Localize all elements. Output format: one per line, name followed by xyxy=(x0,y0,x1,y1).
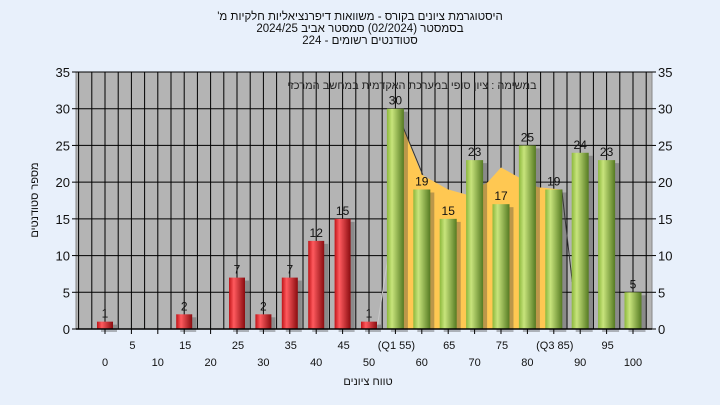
y-tick-label-left: 10 xyxy=(56,249,70,264)
bar-pass xyxy=(571,152,589,329)
bar-fail xyxy=(361,321,377,329)
y-axis-label: מספר סטודנטים xyxy=(29,162,41,237)
bar-fail xyxy=(97,321,113,329)
trend-tail-line xyxy=(561,189,573,283)
bar-fail xyxy=(308,240,325,329)
y-tick-label-left: 5 xyxy=(63,285,70,300)
y-tick-label-left: 35 xyxy=(56,65,70,80)
x-tick-label: 60 xyxy=(416,357,428,369)
x-tick-label: 25 xyxy=(232,340,244,352)
x-tick-label: 30 xyxy=(257,357,269,369)
bar-value-label: 12 xyxy=(310,226,324,240)
y-tick-label-left: 25 xyxy=(56,138,70,153)
y-tick-label-left: 15 xyxy=(56,212,70,227)
x-tick-label: 90 xyxy=(574,357,586,369)
x-tick-label: 50 xyxy=(363,357,375,369)
bar-fail xyxy=(334,218,351,329)
bar-value-label: 30 xyxy=(389,94,403,108)
chart-title-line-1: היסטוגרמת ציונים בקורס - משוואות דיפרנצי… xyxy=(217,11,503,23)
y-tick-label-right: 20 xyxy=(658,175,672,190)
bar-value-label: 24 xyxy=(574,138,588,152)
bar-value-label: 2 xyxy=(181,299,188,313)
x-tick-label: 75 xyxy=(496,340,508,352)
bar-value-label: 17 xyxy=(494,189,508,203)
bar-value-label: 23 xyxy=(600,145,614,159)
bar-pass xyxy=(439,218,457,329)
bar-value-label: 2 xyxy=(260,299,267,313)
bar-pass xyxy=(545,189,563,329)
bar-value-label: 15 xyxy=(442,204,456,218)
x-tick-label: 100 xyxy=(624,357,642,369)
x-tick-label: 70 xyxy=(468,357,480,369)
bar-value-label: 25 xyxy=(521,130,535,144)
y-tick-label-right: 30 xyxy=(658,102,672,117)
bar-value-label: 23 xyxy=(468,145,482,159)
bar-fail xyxy=(176,314,193,329)
bar-pass xyxy=(598,160,616,329)
chart-title-line-2: בסמסטר (02/2024) סמסטר אביב 2024/25 xyxy=(256,23,464,35)
bar-value-label: 19 xyxy=(415,174,429,188)
bar-fail xyxy=(255,314,272,329)
bar-pass xyxy=(492,204,510,329)
x-tick-label: 65 xyxy=(443,340,455,352)
bar-pass xyxy=(413,189,431,329)
y-tick-label-right: 0 xyxy=(658,322,665,337)
x-tick-label: 0 xyxy=(102,357,108,369)
x-tick-label: 80 xyxy=(521,357,533,369)
bar-value-label: 15 xyxy=(336,204,350,218)
y-tick-label-right: 10 xyxy=(658,249,672,264)
y-tick-label-left: 0 xyxy=(63,322,70,337)
bar-pass xyxy=(518,145,536,329)
bar-value-label: 5 xyxy=(630,277,637,291)
x-axis-label: טווח ציונים xyxy=(343,376,392,388)
bar-value-label: 19 xyxy=(547,174,561,188)
x-tick-label: (Q1 55) xyxy=(378,340,415,352)
bar-value-label: 1 xyxy=(366,307,373,321)
x-tick-label: 15 xyxy=(179,340,191,352)
bar-pass xyxy=(624,292,642,329)
bar-value-label: 7 xyxy=(234,263,241,277)
y-tick-label-right: 15 xyxy=(658,212,672,227)
x-tick-label: 20 xyxy=(204,357,216,369)
x-tick-label: 95 xyxy=(601,340,613,352)
x-tick-label: 40 xyxy=(310,357,322,369)
y-tick-label-right: 35 xyxy=(658,65,672,80)
y-tick-label-left: 30 xyxy=(56,102,70,117)
bar-value-label: 1 xyxy=(102,307,109,321)
bar-value-label: 7 xyxy=(286,263,293,277)
x-tick-label: 35 xyxy=(285,340,297,352)
x-tick-label: 45 xyxy=(337,340,349,352)
y-tick-label-left: 20 xyxy=(56,175,70,190)
bar-fail xyxy=(281,277,298,329)
x-tick-label: (Q3 85) xyxy=(536,340,573,352)
legend-text: במשימה : ציון סופי במערכת האקדמית במחשב … xyxy=(287,80,537,92)
y-tick-label-right: 25 xyxy=(658,138,672,153)
bar-fail xyxy=(229,277,245,329)
bar-pass xyxy=(386,108,404,329)
x-tick-label: 10 xyxy=(152,357,164,369)
x-tick-label: 5 xyxy=(129,340,135,352)
y-tick-label-right: 5 xyxy=(658,285,665,300)
chart-title-line-3: סטודנטים רשומים - 224 xyxy=(302,35,418,47)
bar-pass xyxy=(466,160,484,329)
